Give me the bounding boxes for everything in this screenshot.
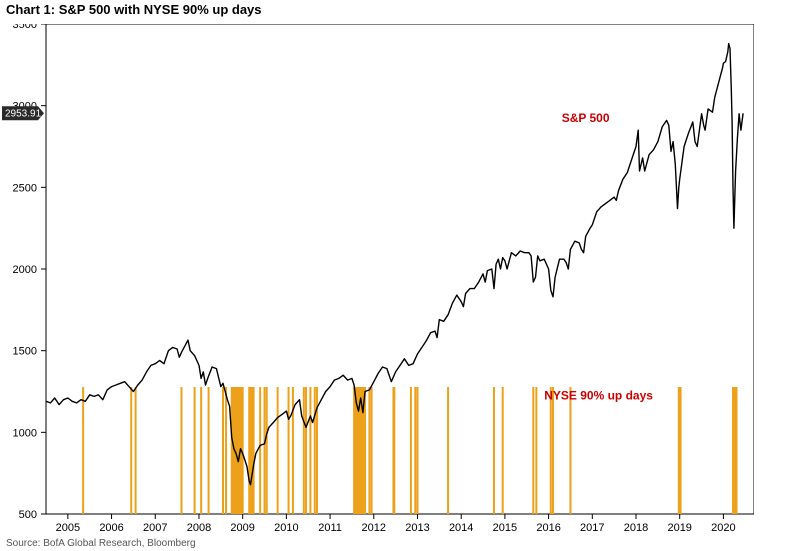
x-tick-label: 2010	[274, 522, 298, 534]
x-tick-label: 2008	[187, 522, 211, 534]
x-tick-label: 2007	[143, 522, 167, 534]
annotation-label: S&P 500	[562, 111, 610, 125]
y-left-tick-label: 2500	[13, 182, 37, 194]
x-tick-label: 2018	[624, 522, 648, 534]
chart-plot: 2005 2006 2007 2008 2009 2010 2011 2012 2013 2014…	[0, 24, 754, 544]
x-tick-label: 2015	[493, 522, 517, 534]
x-tick-label: 2006	[99, 522, 123, 534]
left-value-marker-text: 2953.91	[5, 109, 42, 120]
y-left-tick-label: 500	[19, 509, 37, 521]
x-tick-label: 2013	[405, 522, 429, 534]
y-left-tick-label: 3500	[13, 24, 37, 31]
x-tick-label: 2005	[56, 522, 80, 534]
x-tick-label: 2019	[667, 522, 691, 534]
x-tick-label: 2020	[711, 522, 735, 534]
y-left-tick-label: 2000	[13, 264, 37, 276]
x-tick-label: 2011	[318, 522, 342, 534]
x-tick-label: 2016	[536, 522, 560, 534]
plot-border	[46, 24, 754, 514]
x-tick-label: 2017	[580, 522, 604, 534]
x-tick-label: 2009	[230, 522, 254, 534]
annotation-label: NYSE 90% up days	[544, 389, 653, 403]
y-left-tick-label: 1500	[13, 346, 37, 358]
chart-title: Chart 1: S&P 500 with NYSE 90% up days	[6, 2, 262, 17]
x-tick-label: 2014	[449, 522, 473, 534]
x-tick-label: 2012	[362, 522, 386, 534]
y-left-tick-label: 1000	[13, 427, 37, 439]
